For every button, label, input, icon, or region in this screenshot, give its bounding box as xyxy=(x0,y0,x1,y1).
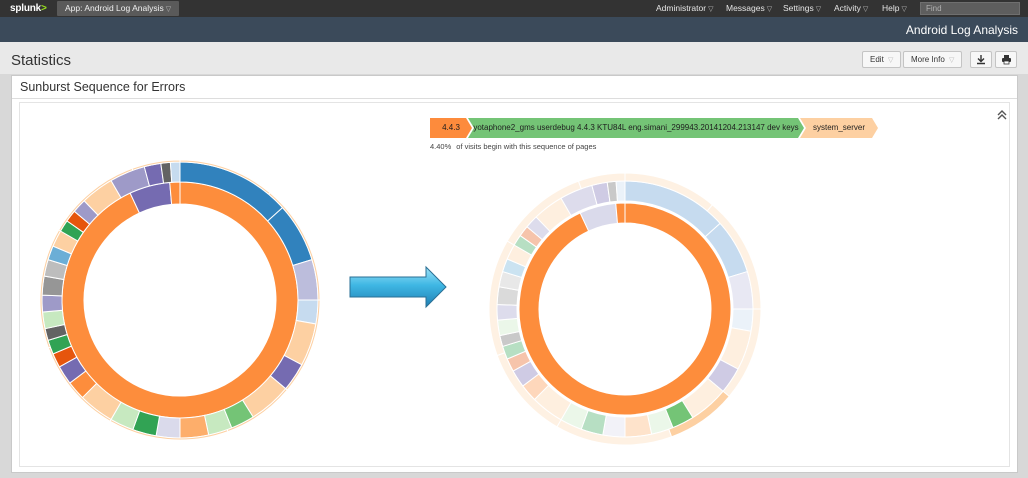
sunburst-chart-full[interactable] xyxy=(38,158,322,442)
breadcrumb-segment[interactable]: yotaphone2_gms userdebug 4.4.3 KTU84L en… xyxy=(468,118,804,138)
menu-label: Help xyxy=(882,3,900,13)
more-info-label: More Info xyxy=(911,55,945,64)
menu-administrator[interactable]: Administrator ▽ xyxy=(656,3,713,13)
chevron-down-icon: ▽ xyxy=(708,6,714,13)
edit-label: Edit xyxy=(870,55,884,64)
top-navigation-bar: splunk> App: Android Log Analysis ▽ Admin… xyxy=(0,0,1028,17)
edit-button[interactable]: Edit ▽ xyxy=(862,51,902,68)
chevron-down-icon: ▽ xyxy=(949,57,955,64)
breadcrumb-segment[interactable]: system_server xyxy=(800,118,878,138)
logo-chevron-icon: > xyxy=(41,3,47,14)
right-arrow-icon xyxy=(349,265,447,309)
app-bar: Android Log Analysis xyxy=(0,17,1028,42)
page-title: Statistics xyxy=(11,52,72,69)
logo-text: splunk xyxy=(10,3,42,14)
menu-settings[interactable]: Settings ▽ xyxy=(783,3,821,13)
chevron-down-icon: ▽ xyxy=(888,57,894,64)
chevron-down-icon: ▽ xyxy=(165,6,172,13)
menu-label: Messages xyxy=(726,3,765,13)
panel-divider xyxy=(12,98,1017,99)
sunburst-chart-highlighted[interactable] xyxy=(484,173,766,445)
menu-help[interactable]: Help ▽ xyxy=(882,3,907,13)
menu-label: Settings xyxy=(783,3,814,13)
breadcrumb-segment[interactable]: 4.4.3 xyxy=(430,118,472,138)
find-input[interactable]: Find xyxy=(920,2,1020,15)
sequence-percentage: 4.40% of visits begin with this sequence … xyxy=(430,142,596,151)
breadcrumb-label: yotaphone2_gms userdebug 4.4.3 KTU84L en… xyxy=(473,123,799,132)
chevron-down-icon: ▽ xyxy=(815,6,822,13)
download-icon xyxy=(977,55,985,65)
app-menu[interactable]: App: Android Log Analysis ▽ xyxy=(57,1,180,16)
breadcrumb-label: 4.4.3 xyxy=(442,123,460,132)
percentage-text: of visits begin with this sequence of pa… xyxy=(456,142,597,151)
chevron-down-icon: ▽ xyxy=(901,6,907,13)
menu-activity[interactable]: Activity ▽ xyxy=(834,3,868,13)
print-button[interactable] xyxy=(995,51,1017,68)
breadcrumb-shape xyxy=(468,118,804,138)
visualization-area xyxy=(19,102,1010,467)
chevron-down-icon: ▽ xyxy=(766,6,773,13)
page-header: Statistics xyxy=(0,42,1028,74)
more-info-button[interactable]: More Info ▽ xyxy=(903,51,963,68)
export-button[interactable] xyxy=(970,51,992,68)
chevron-down-icon: ▽ xyxy=(862,6,869,13)
app-menu-label: App: Android Log Analysis xyxy=(65,3,164,13)
printer-icon xyxy=(1001,55,1011,65)
menu-label: Administrator xyxy=(656,3,707,13)
panel-title: Sunburst Sequence for Errors xyxy=(20,80,186,94)
breadcrumb-shape xyxy=(430,118,472,138)
breadcrumb-shape xyxy=(800,118,878,138)
menu-messages[interactable]: Messages ▽ xyxy=(726,3,772,13)
splunk-logo[interactable]: splunk> xyxy=(10,3,47,14)
breadcrumb-label: system_server xyxy=(812,123,865,132)
sunburst-panel: Sunburst Sequence for Errors xyxy=(11,75,1018,473)
collapse-icon[interactable] xyxy=(996,110,1008,123)
app-title: Android Log Analysis xyxy=(905,23,1018,37)
menu-label: Activity xyxy=(834,3,861,13)
percentage-value: 4.40% xyxy=(430,142,452,151)
